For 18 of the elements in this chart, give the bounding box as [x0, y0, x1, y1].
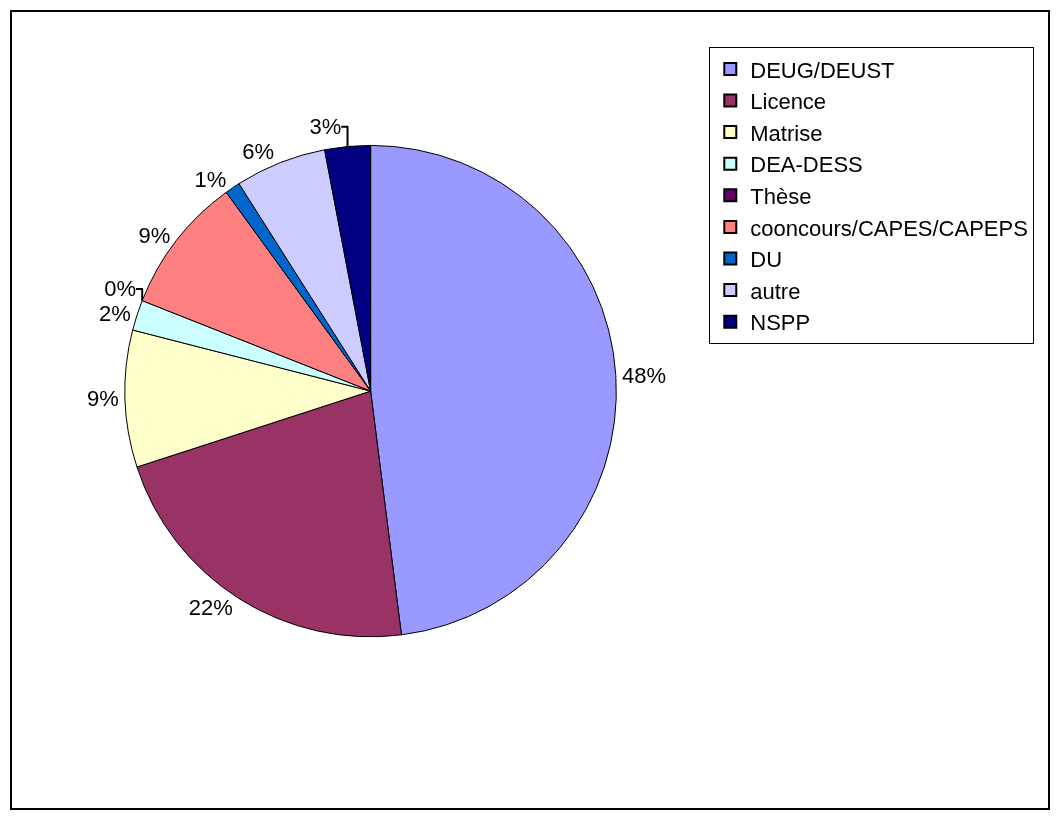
- legend-label: Licence: [750, 89, 827, 115]
- data-label: 22%: [188, 594, 233, 620]
- legend-label: cooncours/CAPES/CAPEPS: [750, 215, 1028, 241]
- data-label: 3%: [309, 114, 342, 140]
- legend-label: autre: [750, 278, 801, 304]
- legend-label: DEUG/DEUST: [750, 57, 895, 83]
- legend-label: Matrise: [750, 120, 823, 146]
- data-label: 9%: [138, 223, 171, 249]
- legend-label: DEA-DESS: [750, 152, 863, 178]
- data-label: 48%: [622, 363, 667, 389]
- data-label: 9%: [87, 386, 119, 412]
- data-label: 2%: [98, 301, 131, 327]
- legend-label: Thèse: [750, 183, 812, 209]
- data-label: 1%: [194, 166, 227, 192]
- text: 0%: [104, 276, 136, 302]
- legend-label: NSPP: [750, 310, 811, 336]
- legend-label: DU: [750, 247, 783, 273]
- data-label: 6%: [242, 139, 274, 165]
